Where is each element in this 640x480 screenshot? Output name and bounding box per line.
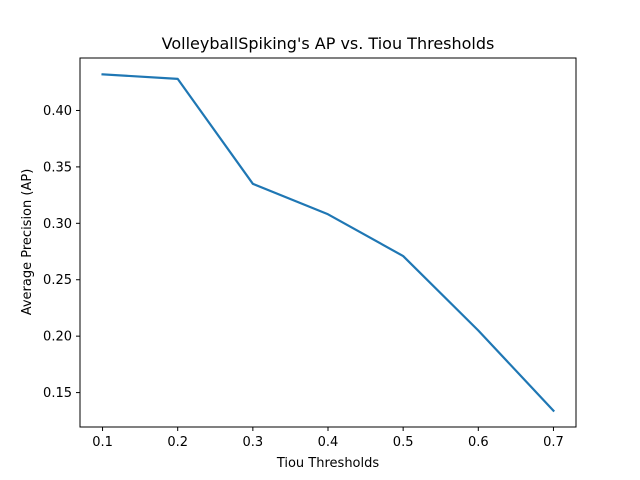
x-tick-label: 0.7 bbox=[543, 435, 564, 450]
x-tick-label: 0.3 bbox=[243, 435, 264, 450]
y-axis-title: Average Precision (AP) bbox=[20, 169, 35, 316]
x-tick-label: 0.6 bbox=[468, 435, 489, 450]
y-tick-label: 0.20 bbox=[43, 330, 72, 345]
x-tick-label: 0.2 bbox=[167, 435, 188, 450]
x-tick-label: 0.4 bbox=[318, 435, 339, 450]
chart-title: VolleyballSpiking's AP vs. Tiou Threshol… bbox=[162, 34, 495, 53]
x-tick-label: 0.5 bbox=[393, 435, 414, 450]
y-tick-label: 0.15 bbox=[43, 386, 72, 401]
y-tick-label: 0.40 bbox=[43, 104, 72, 119]
x-tick-label: 0.1 bbox=[92, 435, 113, 450]
plot-area: 0.1 0.2 0.3 0.4 0.5 0.6 0.7 0.15 0.20 0.25 0.30 0.3… bbox=[43, 57, 577, 450]
x-axis-title: Tiou Thresholds bbox=[276, 456, 380, 471]
y-tick-label: 0.25 bbox=[43, 273, 72, 288]
series-line-0 bbox=[101, 73, 556, 413]
y-tick-label: 0.30 bbox=[43, 217, 72, 232]
y-tick-label: 0.35 bbox=[43, 160, 72, 175]
